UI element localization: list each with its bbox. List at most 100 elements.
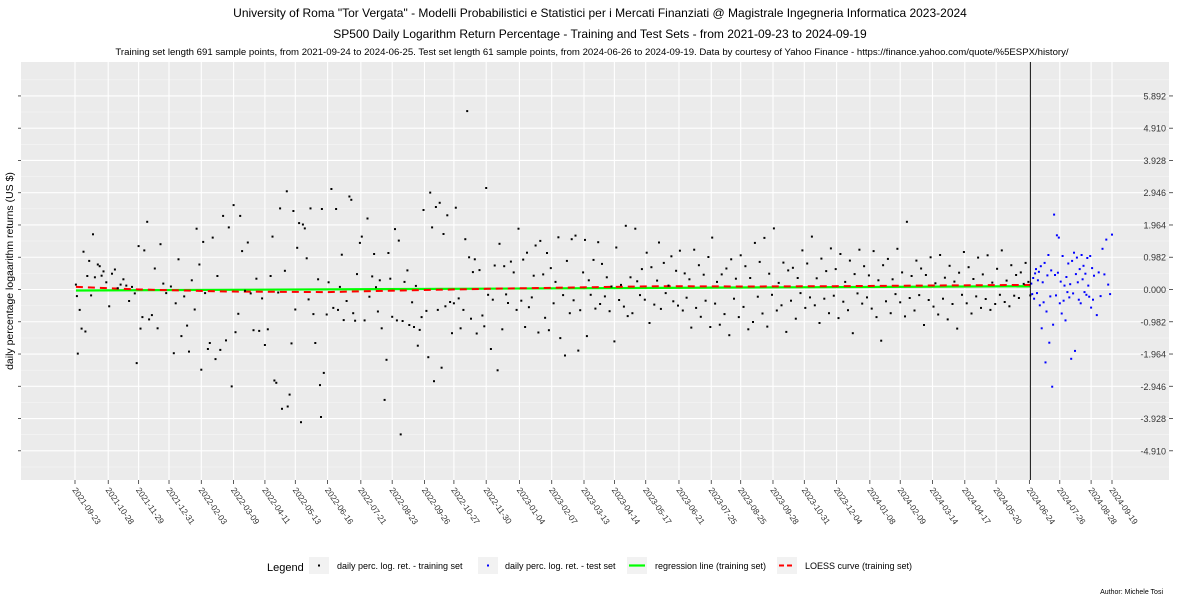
test-point bbox=[1050, 269, 1053, 272]
training-point bbox=[790, 299, 792, 302]
training-point bbox=[137, 245, 140, 248]
training-point bbox=[648, 322, 651, 324]
training-point bbox=[468, 256, 471, 259]
training-point bbox=[542, 273, 545, 276]
training-point bbox=[585, 335, 588, 338]
training-point bbox=[1010, 264, 1013, 267]
test-point bbox=[1037, 270, 1040, 273]
training-point bbox=[683, 272, 686, 275]
training-point bbox=[851, 332, 854, 335]
training-point bbox=[972, 278, 975, 280]
test-point bbox=[1077, 298, 1080, 301]
training-point bbox=[747, 328, 750, 331]
training-point bbox=[277, 291, 280, 294]
training-point bbox=[699, 315, 702, 318]
training-point bbox=[636, 280, 639, 283]
training-point bbox=[190, 279, 193, 282]
chart-subtitle: SP500 Daily Logarithm Return Percentage … bbox=[333, 27, 867, 41]
training-point bbox=[200, 368, 203, 371]
legend-key-point bbox=[487, 564, 489, 567]
training-point bbox=[572, 299, 575, 302]
training-point bbox=[1024, 261, 1027, 264]
training-point bbox=[1017, 297, 1020, 299]
training-point bbox=[487, 293, 490, 296]
training-point bbox=[263, 344, 266, 346]
training-point bbox=[350, 198, 353, 201]
training-point bbox=[403, 280, 406, 283]
training-point bbox=[475, 332, 478, 335]
training-point bbox=[470, 317, 472, 320]
training-point bbox=[214, 358, 217, 361]
training-point bbox=[994, 303, 997, 305]
training-point bbox=[645, 251, 648, 254]
training-point bbox=[498, 242, 501, 245]
training-point bbox=[92, 233, 94, 236]
training-point bbox=[986, 254, 989, 257]
training-point bbox=[942, 297, 944, 300]
training-point bbox=[283, 269, 286, 272]
test-point bbox=[1089, 255, 1092, 257]
training-point bbox=[737, 316, 740, 319]
training-point bbox=[837, 317, 840, 320]
y-tick-label: 0.000 bbox=[1143, 285, 1166, 295]
training-point bbox=[842, 300, 845, 303]
training-point bbox=[427, 356, 430, 359]
training-point bbox=[255, 277, 258, 280]
training-point bbox=[775, 309, 778, 312]
test-point bbox=[1036, 279, 1039, 282]
test-point bbox=[1047, 254, 1050, 256]
training-point bbox=[667, 284, 670, 287]
training-point bbox=[932, 305, 935, 308]
training-point bbox=[206, 348, 209, 350]
test-point bbox=[1039, 265, 1042, 268]
training-point bbox=[565, 259, 568, 262]
training-point bbox=[230, 385, 233, 388]
training-point bbox=[174, 302, 177, 305]
y-tick-label: 5.892 bbox=[1143, 91, 1166, 101]
training-point bbox=[670, 255, 673, 258]
training-point bbox=[570, 238, 573, 241]
training-point bbox=[953, 280, 956, 283]
training-point bbox=[219, 348, 222, 351]
test-point bbox=[1035, 268, 1037, 271]
training-point bbox=[473, 258, 476, 261]
training-point bbox=[796, 277, 799, 279]
legend-item-label: regression line (training set) bbox=[655, 561, 766, 571]
test-point bbox=[1066, 291, 1069, 294]
training-point bbox=[408, 324, 411, 326]
training-point bbox=[980, 306, 982, 309]
training-point bbox=[105, 281, 108, 284]
training-point bbox=[677, 304, 679, 307]
test-point bbox=[1075, 256, 1078, 259]
legend-title: Legend bbox=[267, 562, 304, 574]
training-point bbox=[139, 327, 142, 330]
training-point bbox=[532, 274, 535, 277]
training-point bbox=[449, 301, 452, 303]
training-point bbox=[818, 322, 821, 324]
training-point bbox=[153, 267, 156, 270]
training-point bbox=[507, 302, 509, 304]
test-point bbox=[1087, 284, 1090, 287]
training-point bbox=[425, 309, 428, 312]
training-point bbox=[399, 433, 402, 436]
training-point bbox=[389, 277, 392, 280]
training-point bbox=[320, 416, 322, 418]
plot-panel bbox=[21, 62, 1169, 480]
legend-item-label: daily perc. log. ret. - training set bbox=[337, 561, 463, 571]
test-point bbox=[1074, 349, 1076, 352]
y-tick-label: -1.964 bbox=[1140, 350, 1166, 360]
training-point bbox=[307, 298, 310, 301]
training-point bbox=[823, 297, 826, 300]
training-point bbox=[913, 309, 916, 312]
test-point bbox=[1099, 295, 1102, 298]
legend-key-point bbox=[318, 564, 320, 567]
training-point bbox=[937, 313, 940, 316]
training-point bbox=[958, 271, 961, 274]
test-point bbox=[1071, 259, 1074, 262]
training-point bbox=[150, 314, 153, 317]
test-point bbox=[1051, 385, 1054, 388]
training-point bbox=[539, 239, 542, 242]
test-point bbox=[1092, 298, 1094, 301]
test-point bbox=[1046, 274, 1049, 277]
training-point bbox=[305, 257, 308, 260]
